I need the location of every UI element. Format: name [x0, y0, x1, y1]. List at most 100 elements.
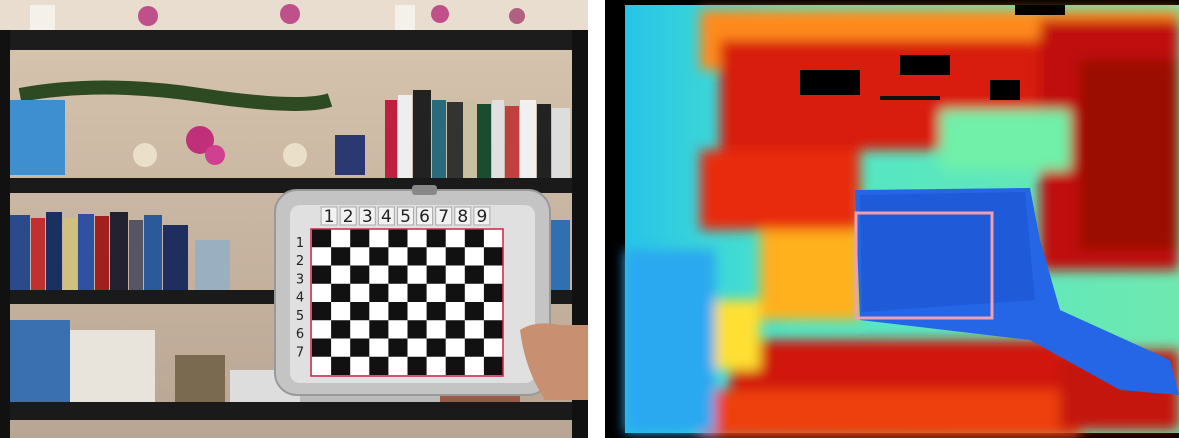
shape	[205, 145, 225, 165]
row-label: 4	[296, 291, 304, 306]
checker-square	[369, 320, 388, 338]
checker-square	[427, 339, 446, 357]
checker-square	[369, 247, 388, 265]
checker-square	[388, 339, 407, 357]
checker-square	[331, 247, 350, 265]
checker-square	[350, 229, 369, 247]
column-label: 7	[438, 207, 449, 227]
shape	[1015, 5, 1065, 15]
checker-square	[369, 284, 388, 302]
checker-square	[484, 357, 503, 375]
checker-square	[427, 266, 446, 284]
shape	[860, 192, 1035, 312]
shape	[63, 218, 77, 290]
shape	[537, 104, 551, 178]
checker-square	[312, 339, 331, 357]
column-label: 9	[476, 207, 487, 227]
shape	[0, 30, 588, 50]
shape	[730, 340, 1060, 390]
depth-map	[605, 0, 1179, 438]
shape	[464, 100, 476, 178]
shape	[280, 4, 300, 24]
shape	[395, 5, 415, 30]
shape	[432, 100, 446, 178]
checker-square	[331, 357, 350, 375]
row-label: 7	[296, 345, 304, 360]
column-label: 2	[343, 207, 354, 227]
shape	[548, 220, 570, 290]
rgb-photo: 1234567891234567	[0, 0, 588, 438]
shape	[163, 225, 188, 290]
checker-square	[465, 302, 484, 320]
shape	[78, 214, 94, 290]
shape	[700, 150, 860, 230]
row-label: 6	[296, 327, 304, 342]
shape	[900, 55, 950, 75]
checker-square	[408, 357, 427, 375]
checker-square	[446, 357, 465, 375]
shape	[144, 215, 162, 290]
column-label: 8	[457, 207, 468, 227]
shape	[110, 212, 128, 290]
shape	[46, 212, 62, 290]
shape	[133, 143, 157, 167]
shape	[413, 90, 431, 178]
shape	[447, 102, 463, 178]
checker-square	[427, 229, 446, 247]
checker-square	[312, 229, 331, 247]
shape	[335, 135, 365, 175]
checker-square	[484, 284, 503, 302]
shape	[990, 80, 1020, 100]
row-label: 1	[296, 236, 304, 251]
checker-square	[408, 247, 427, 265]
shape	[492, 100, 504, 178]
shape	[940, 110, 1070, 170]
shape	[95, 216, 109, 290]
column-label: 1	[324, 207, 335, 227]
checker-square	[388, 302, 407, 320]
checker-square	[312, 266, 331, 284]
shape	[760, 230, 860, 320]
shape	[412, 185, 437, 195]
checker-square	[446, 284, 465, 302]
checker-square	[312, 302, 331, 320]
shape	[138, 6, 158, 26]
shape	[477, 104, 491, 178]
shape	[505, 106, 519, 178]
shape	[31, 218, 45, 290]
column-label: 4	[381, 207, 392, 227]
checker-square	[350, 339, 369, 357]
row-label: 2	[296, 254, 304, 269]
checker-square	[427, 302, 446, 320]
checker-square	[350, 266, 369, 284]
checker-square	[369, 357, 388, 375]
checker-square	[484, 320, 503, 338]
shape	[800, 70, 860, 95]
checker-square	[465, 229, 484, 247]
row-label: 5	[296, 309, 304, 324]
shape	[431, 5, 449, 23]
shape	[509, 8, 525, 24]
checker-square	[388, 229, 407, 247]
checker-square	[408, 284, 427, 302]
checker-square	[446, 247, 465, 265]
shape	[552, 108, 570, 178]
shape	[880, 96, 940, 100]
checker-square	[446, 320, 465, 338]
shape	[700, 390, 1080, 438]
shape	[283, 143, 307, 167]
shape	[10, 100, 65, 175]
checker-square	[350, 302, 369, 320]
shape	[10, 320, 70, 402]
shape	[175, 355, 225, 402]
checker-square	[408, 320, 427, 338]
shape	[195, 240, 230, 290]
checker-square	[484, 247, 503, 265]
column-label: 3	[362, 207, 373, 227]
shape	[625, 250, 715, 433]
checker-square	[465, 266, 484, 284]
shape	[0, 30, 10, 438]
checker-square	[331, 320, 350, 338]
shape	[129, 220, 143, 290]
row-label: 3	[296, 272, 304, 287]
